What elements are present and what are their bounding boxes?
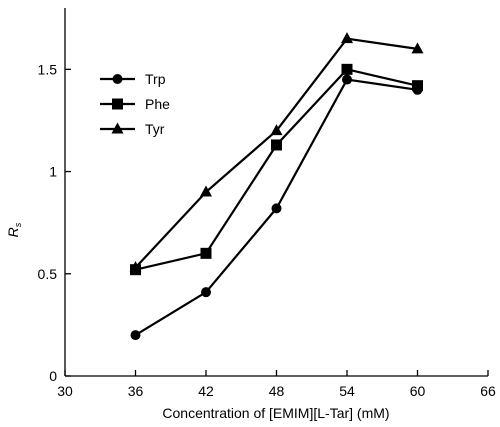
- legend-label-trp: Trp: [145, 71, 166, 87]
- legend-marker-phe: [112, 98, 123, 110]
- series-tyr-point: [411, 42, 424, 54]
- y-axis-label: Rs: [5, 222, 23, 237]
- series-trp-point: [342, 74, 352, 85]
- series-trp: [130, 74, 423, 341]
- x-tick-label: 36: [128, 383, 144, 399]
- x-axis-label: Concentration of [EMIM][L-Tar] (mM): [162, 405, 389, 421]
- x-tick-label: 30: [57, 383, 73, 399]
- series-phe-point: [200, 247, 212, 259]
- x-ticks: 30 36 42 48 54 60 66: [57, 370, 496, 399]
- series-layer: [129, 32, 424, 341]
- legend: Trp Phe Tyr: [100, 71, 170, 137]
- legend-label-phe: Phe: [145, 96, 170, 112]
- series-phe-point: [341, 63, 353, 75]
- series-trp-point: [201, 287, 211, 298]
- legend-marker-trp: [112, 74, 123, 84]
- series-phe-point: [412, 80, 423, 92]
- x-tick-label: 66: [480, 383, 496, 399]
- series-trp-point: [271, 203, 282, 214]
- y-tick-label: 1.5: [38, 61, 58, 77]
- series-tyr-line: [134, 37, 418, 269]
- x-tick-label: 54: [339, 383, 355, 399]
- y-axis-label-sub: s: [13, 222, 23, 227]
- legend-item-phe: Phe: [100, 96, 170, 112]
- x-tick-label: 42: [198, 383, 214, 399]
- series-tyr-point: [129, 261, 142, 273]
- legend-marker-tyr: [111, 122, 124, 134]
- series-tyr-point: [270, 124, 283, 136]
- series-tyr: [129, 32, 424, 273]
- series-trp-point: [130, 330, 141, 341]
- svg-text:Rs: Rs: [5, 222, 23, 237]
- legend-item-tyr: Tyr: [100, 121, 165, 137]
- x-tick-label: 48: [269, 383, 285, 399]
- series-phe: [130, 63, 423, 276]
- legend-item-trp: Trp: [100, 71, 166, 87]
- y-ticks: 0 0.5 1 1.5: [38, 61, 71, 384]
- y-tick-label: 0: [49, 368, 57, 384]
- x-tick-label: 60: [410, 383, 426, 399]
- y-tick-label: 0.5: [38, 266, 58, 282]
- legend-label-tyr: Tyr: [145, 121, 165, 137]
- y-tick-label: 1: [49, 164, 57, 180]
- axes: [64, 8, 488, 377]
- series-phe-line: [135, 68, 418, 271]
- series-tyr-point: [200, 185, 212, 197]
- y-axis-label-main: R: [5, 227, 21, 237]
- series-tyr-point: [341, 32, 353, 44]
- series-phe-point: [271, 139, 282, 151]
